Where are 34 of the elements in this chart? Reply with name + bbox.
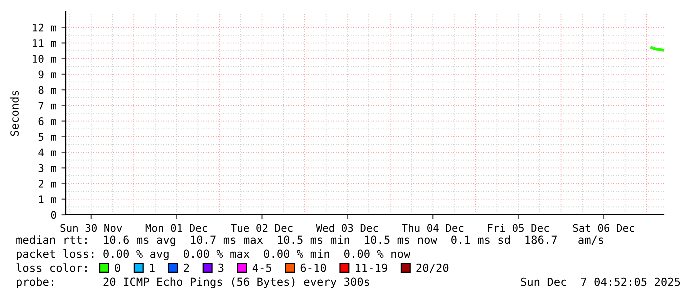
x-tick-label: Wed 03 Dec [316,224,378,232]
y-tick-label: 4 m [38,148,56,157]
x-tick-label: Sat 06 Dec [573,224,634,232]
y-tick-label: 10 m [33,55,56,63]
x-tick-label: Tue 02 Dec [231,224,293,232]
text: median rtt: 10.6 ms avg 10.7 ms max 10.5 ms min 10.5 ms now 0.1 ms sd 186.7 am/s [16,236,604,246]
x-tick-label: Sun 30 Nov [60,224,122,232]
x-tick-label: Fri 05 Dec [488,224,550,232]
legend-label: 3 [218,264,224,272]
y-tick-label: 11 m [33,40,56,48]
legend-label: 0 [115,264,120,272]
text: packet loss: 0.00 % avg 0.00 % max 0.00 % min 0.00 % now [17,250,411,260]
legend-label: 11-19 [356,264,388,272]
text: Sun Dec 7 04:52:05 2025 [521,278,680,286]
legend-label: 6-10 [300,264,326,272]
legend-title: loss color: [16,264,87,272]
legend-label: 2 [184,264,190,272]
y-tick-label: 5 m [38,133,56,142]
y-tick-label: 1 m [39,196,56,204]
y-tick-label: 12 m [33,24,56,32]
y-tick-label: 8 m [38,86,56,94]
y-tick-label: 0 [51,211,56,220]
y-tick-label: 6 m [38,118,56,126]
y-tick-label: 2 m [38,180,56,188]
y-axis-title: Seconds [10,91,19,136]
legend-label: 20/20 [416,264,449,274]
y-tick-label: 9 m [38,70,56,79]
legend-label: 4-5 [252,264,272,272]
legend-label: 1 [150,264,155,272]
text: probe: 20 ICMP Echo Pings (56 Bytes) every 300s [17,278,370,288]
x-tick-label: Thu 04 Dec [402,224,464,232]
x-tick-label: Mon 01 Dec [146,224,208,232]
y-tick-label: 3 m [38,164,56,172]
y-tick-label: 7 m [38,102,56,110]
